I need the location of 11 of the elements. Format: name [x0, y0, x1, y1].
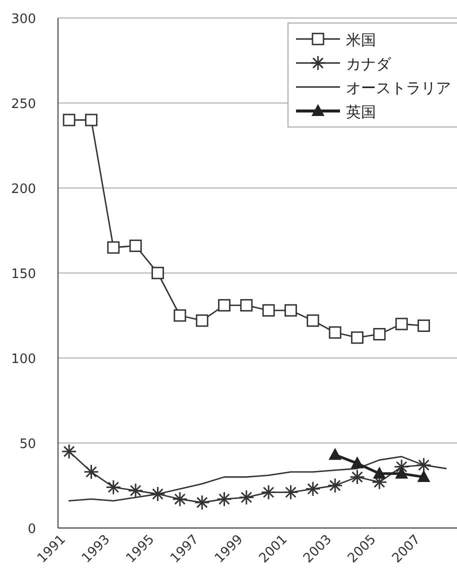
- y-tick-label: 100: [11, 352, 36, 367]
- legend-label: カナダ: [346, 55, 392, 73]
- y-tick-label: 250: [11, 97, 36, 112]
- y-tick-label: 300: [11, 12, 36, 27]
- legend-label: 米国: [346, 31, 376, 49]
- legend-label: 英国: [346, 103, 376, 121]
- y-tick-label: 0: [28, 522, 36, 537]
- y-tick-label: 50: [19, 437, 36, 452]
- legend-label: オーストラリア: [346, 79, 451, 97]
- y-tick-label: 200: [11, 182, 36, 197]
- y-tick-label: 150: [11, 267, 36, 282]
